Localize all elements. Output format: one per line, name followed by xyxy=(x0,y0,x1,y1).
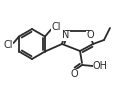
Text: O: O xyxy=(70,69,78,79)
Text: N: N xyxy=(62,30,70,41)
Text: OH: OH xyxy=(92,61,107,71)
Text: O: O xyxy=(86,30,94,41)
Text: Cl: Cl xyxy=(3,41,13,50)
Text: Cl: Cl xyxy=(51,22,61,32)
